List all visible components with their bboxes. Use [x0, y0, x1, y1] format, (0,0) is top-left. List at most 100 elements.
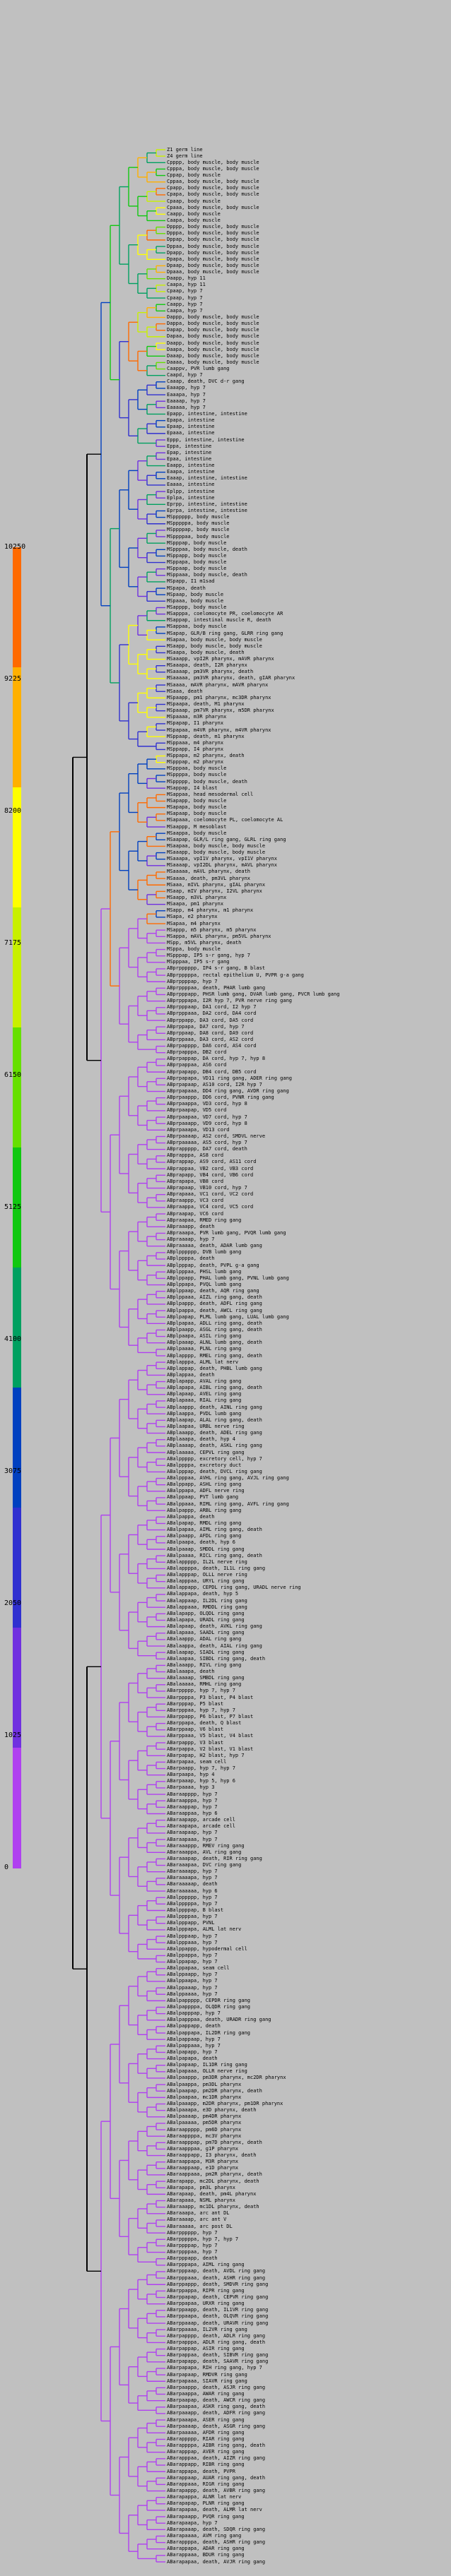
- leaf-label: Caapp, hyp 7: [167, 301, 203, 307]
- leaf-label: ABprpppppa, rectal epithelium U, PVPR g-…: [167, 972, 304, 978]
- leaf-label: ABarpaappa, AWAR ring gang: [167, 2391, 245, 2397]
- color-scale-segment: [13, 1268, 21, 1388]
- leaf-label: Dppaa, body muscle, body muscle: [167, 243, 259, 249]
- leaf-label: MSaaa, death: [167, 688, 203, 694]
- leaf-label: ABarpapppa, ADLR ring gang, death: [167, 2339, 266, 2345]
- leaf-label: ABprpaaapa, VD13 cord: [167, 1126, 230, 1133]
- leaf-label: ABarapapap, PLNR ring gang: [167, 2500, 245, 2507]
- leaf-label: ABprappppp, DA7 cord, death: [167, 1146, 247, 1152]
- leaf-label: ABplapppp, RMEL ring gang, death: [167, 1352, 262, 1359]
- leaf-label: MSppaaa, body muscle, death: [167, 572, 247, 578]
- leaf-label: MSapap, GLR/B ring gang, GLRR ring gang: [167, 630, 283, 636]
- leaf-label: ABplaappp, death, AINL ring gang: [167, 1404, 262, 1410]
- leaf-label: MSaaaa, death, pm3VL pharynx: [167, 875, 251, 881]
- leaf-label: ABpraappp, VC3 cord: [167, 1198, 224, 1204]
- leaf-label: ABprpppppp, IP4 s-r gang, B blast: [167, 965, 266, 972]
- leaf-label: MSaaaa, mAVR pharynx, mAVR pharynx: [167, 681, 269, 688]
- leaf-label: ABplapppa, ALML lat nerv: [167, 1359, 239, 1365]
- leaf-label: ABarpapapp, death, SAAVR ring gang: [167, 2359, 269, 2365]
- leaf-label: ABpraaapa, PVR lumb gang, PVQR lumb gang: [167, 1229, 286, 1236]
- leaf-label: ABplaapaa, URBL nerve ring: [167, 1423, 245, 1429]
- color-legend: 10250 9225 8200 7175 6150 5125 4100 3075 2050 102…: [0, 0, 42, 2576]
- color-scale-segment: [13, 907, 21, 1028]
- leaf-label: ABplpapaa, ADLL ring gang, death: [167, 1320, 262, 1326]
- leaf-label: ABplpaaap, ALNL lumb gang, death: [167, 1340, 262, 1346]
- leaf-label: ABalappapp, CEPDL ring gang, URADL nerve…: [167, 1585, 301, 1591]
- leaf-label: Dpppp, body muscle, body muscle: [167, 224, 259, 230]
- leaf-label: ABprpapaaa, DD4 ring gang, AVDR ring gan…: [167, 1088, 289, 1095]
- leaf-label: Eaaaa, intestine: [167, 482, 215, 488]
- leaf-label: ABplpaapp, ASGL ring gang, death: [167, 1326, 262, 1332]
- legend-tick-label: 5125: [4, 1203, 22, 1211]
- leaf-label: Dappp, body muscle, body muscle: [167, 314, 259, 320]
- leaf-label: ABalpppapp, PVNL: [167, 1920, 215, 1926]
- leaf-label: ABalppappa, hyp 7: [167, 1952, 218, 1958]
- leaf-label: ABalapppap, OLLL nerve ring: [167, 1572, 247, 1578]
- leaf-label: ABplpaapa, ASIL ring gang: [167, 1333, 242, 1340]
- leaf-label: ABprppppaa, death, PHAR lumb gang: [167, 984, 266, 991]
- leaf-label: ABarapppap, AVER ring gang: [167, 2449, 245, 2455]
- leaf-label: ABarppapaa, URXR ring gang: [167, 2301, 245, 2307]
- leaf-label: Eppa, intestine: [167, 443, 212, 449]
- leaf-label: ABalaaaaa, RMHL ring gang: [167, 1681, 242, 1688]
- leaf-label: Cpaap, hyp 7: [167, 294, 203, 301]
- leaf-label: Epapa, intestine: [167, 417, 215, 424]
- leaf-label: MSpppaa, body muscle, death: [167, 546, 247, 552]
- leaf-label: MSapaap, body muscle: [167, 811, 227, 817]
- leaf-label: ABalpaaap, SMDDL ring gang: [167, 1546, 245, 1552]
- leaf-label: ABalppaaap, hyp 7: [167, 1984, 218, 1991]
- leaf-label: MSpaapa, death, M1 pharynx: [167, 700, 245, 707]
- leaf-label: ABarapaaap, death, SDQR ring gang: [167, 2526, 266, 2532]
- leaf-label: MSaapa, pm1 pharynx: [167, 901, 224, 907]
- color-scale-segment: [13, 1027, 21, 1148]
- leaf-label: MSpaaa, body muscle: [167, 597, 224, 604]
- leaf-label: ABarpapap, H2 blast, hyp 7: [167, 1752, 245, 1758]
- leaf-label: Daaaa, body muscle, body muscle: [167, 359, 259, 365]
- leaf-label: ABalapppaa, URYL ring gang: [167, 1578, 245, 1585]
- leaf-label: Dappa, body muscle, body muscle: [167, 321, 259, 327]
- leaf-label: ABarpappaa, death, SIBVR ring gang: [167, 2352, 269, 2359]
- leaf-label: MSappa, mAVL pharynx, pm5VL pharynx: [167, 933, 271, 939]
- leaf-label: ABprpaappp, DD6 cord, PVNR ring gang: [167, 1095, 274, 1101]
- leaf-label: MSaappp, M mesoblast: [167, 823, 227, 830]
- leaf-label: Z4 germ line: [167, 153, 203, 159]
- leaf-label: Dpppa, body muscle, body muscle: [167, 230, 259, 237]
- leaf-label: Eplpa, intestine: [167, 494, 215, 501]
- leaf-label: ABalpappaap, hyp 7: [167, 2036, 221, 2042]
- leaf-label: ABarppaaa, V5 blast, V4 blast: [167, 1733, 254, 1739]
- leaf-label: ABprpaappa, VD3 cord, hyp 8: [167, 1101, 247, 1107]
- leaf-label: ABarappaaa, RIGR ring gang: [167, 2481, 245, 2487]
- leaf-label: Eplpp, intestine: [167, 488, 215, 494]
- leaf-label: ABalpappapp, death: [167, 2023, 221, 2029]
- leaf-label: ABprpappaa, AS6 cord: [167, 1062, 227, 1068]
- leaf-label: ABalpppaa, AVHL ring gang, AVJL ring gan…: [167, 1475, 289, 1481]
- leaf-label: MSaaa, mIVL pharynx, gIAL pharynx: [167, 881, 266, 888]
- leaf-label: ABplppaaa, AIZL ring gang, death: [167, 1294, 262, 1301]
- leaf-label: ABprapaaa, VC1 cord, VC2 cord: [167, 1191, 254, 1198]
- leaf-label: ABaraaaaap, death: [167, 1881, 218, 1888]
- leaf-label: Cpppa, body muscle, body muscle: [167, 165, 259, 172]
- leaf-label: ABalpapaap, IL1DR ring gang: [167, 2062, 247, 2068]
- leaf-label: MSpppppp, body muscle: [167, 514, 230, 520]
- leaf-label: Dapap, body muscle, body muscle: [167, 327, 259, 333]
- leaf-label: ABalaaapp, RIVL ring gang: [167, 1662, 242, 1668]
- leaf-label: MSpppppa, body muscle: [167, 520, 230, 527]
- leaf-label: ABalppppp, excretory cell, hyp 7: [167, 1455, 262, 1462]
- leaf-label: ABaraapppap, pm7D pharynx, death: [167, 2139, 262, 2145]
- leaf-label: MSapapa, body muscle: [167, 804, 227, 811]
- leaf-label: Caapa, body muscle: [167, 217, 221, 223]
- leaf-label: ABarppaaaa, IL2VR ring gang: [167, 2326, 247, 2332]
- leaf-label: ABarapapa, pm3L pharynx: [167, 2184, 235, 2190]
- leaf-label: ABalpappa, death: [167, 1513, 215, 1520]
- leaf-label: ABprpaapap, VD5 cord: [167, 1107, 227, 1114]
- leaf-label: ABarpppppp, hyp 7: [167, 2229, 218, 2236]
- leaf-label: ABplaapap, ALAL ring gang, death: [167, 1417, 262, 1423]
- legend-tick-label: 1025: [4, 1731, 22, 1739]
- leaf-label: ABalppapap, hyp 7: [167, 1959, 218, 1965]
- leaf-label: ABalpaapa, death, hyp 6: [167, 1539, 235, 1546]
- leaf-label: MSappap, I4 blast: [167, 785, 218, 791]
- leaf-label: MSaaapp, body muscle, body muscle: [167, 849, 266, 856]
- leaf-label: ABplappaa, death: [167, 1371, 215, 1378]
- leaf-label: ABarpaapap, death, AWCR ring gang: [167, 2397, 266, 2404]
- leaf-label: MSpaap, body muscle: [167, 591, 224, 597]
